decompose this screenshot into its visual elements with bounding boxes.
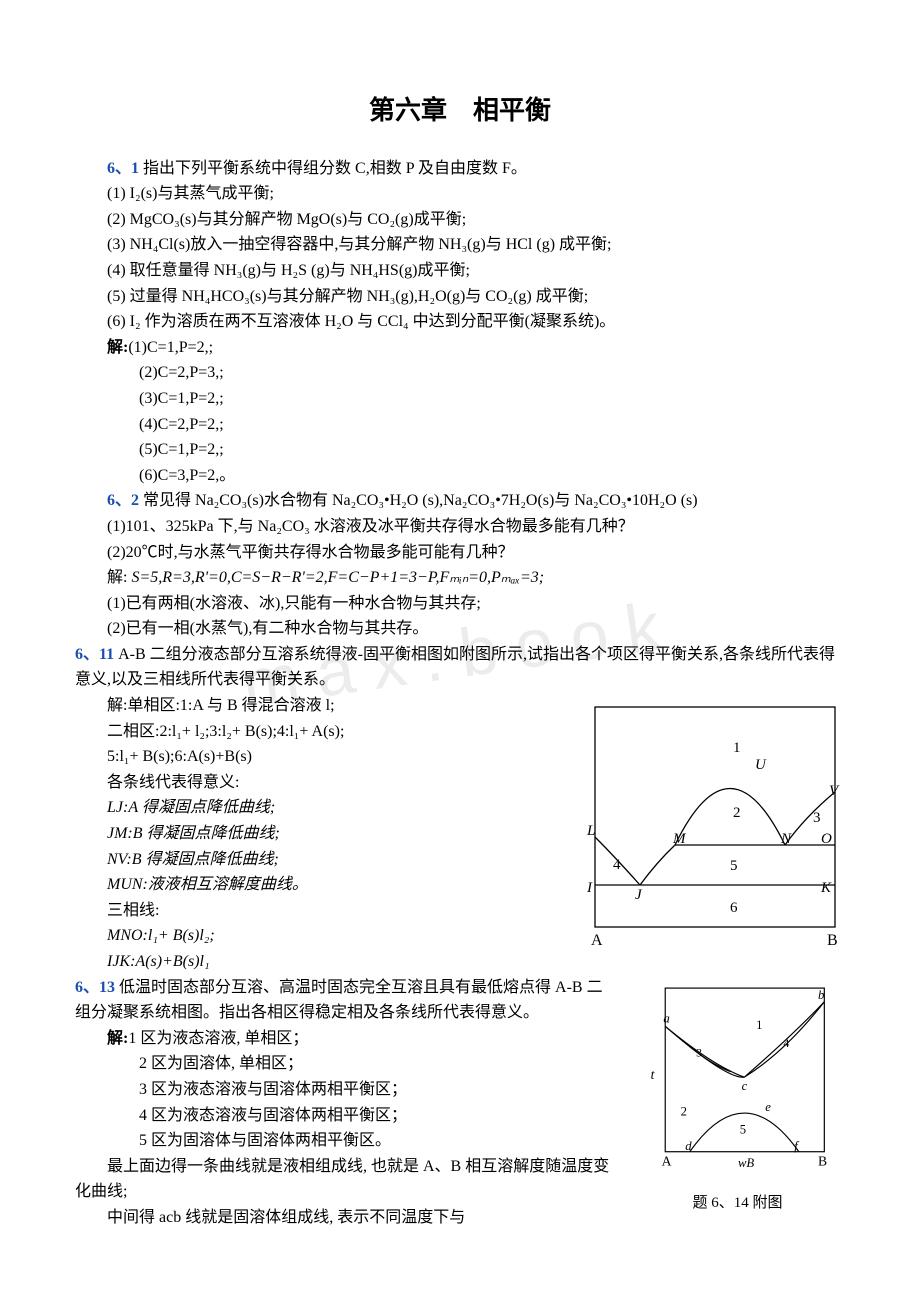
q61-a2: (2)C=2,P=3,;: [75, 360, 845, 386]
svg-text:M: M: [672, 831, 687, 847]
svg-text:A: A: [662, 1153, 672, 1168]
svg-text:4: 4: [613, 857, 621, 873]
svg-text:V: V: [829, 783, 840, 799]
q61-a5: (5)C=1,P=2,;: [75, 437, 845, 463]
figure-613-svg: a b c e d f 1 2 3 4 5 t A wB B: [630, 979, 845, 1179]
svg-text:O: O: [821, 831, 832, 847]
svg-text:4: 4: [783, 1036, 789, 1050]
figure-611-svg: 1 U 2 3 V L M N O 4 5 I J K 6 A B: [585, 697, 845, 957]
q61-a6: (6)C=3,P=2,。: [75, 463, 845, 489]
q62-i1: (1)101、325kPa 下,与 Na₂CO₃ 水溶液及冰平衡共存得水合物最多…: [75, 514, 845, 540]
figure-611: 1 U 2 3 V L M N O 4 5 I J K 6 A B: [585, 697, 845, 966]
q613-l0: 1 区为液态溶液, 单相区；: [128, 1030, 308, 1047]
q61-ans-label: 解:: [107, 339, 128, 356]
q62-ans-prefix: 解:: [107, 569, 131, 586]
svg-text:1: 1: [733, 740, 741, 756]
svg-text:e: e: [765, 1099, 771, 1113]
q62-a0t: S=5,R=3,R'=0,C=S−R−R'=2,F=C−P+1=3−P,Fₘᵢₙ…: [131, 569, 544, 586]
svg-text:2: 2: [681, 1104, 687, 1118]
q62-i2: (2)20℃时,与水蒸气平衡共存得水合物最多能可能有几种？: [75, 540, 845, 566]
svg-text:c: c: [742, 1079, 748, 1093]
q61-num: 6、1: [107, 160, 139, 177]
q613-num: 6、13: [75, 979, 115, 996]
q61-i2: (2) MgCO₃(s)与其分解产物 MgO(s)与 CO₂(g)成平衡;: [75, 207, 845, 233]
svg-text:wB: wB: [738, 1156, 754, 1170]
q613-prompt: 低温时固态部分互溶、高温时固态完全互溶且具有最低熔点得 A-B 二组分凝聚系统相…: [75, 979, 603, 1022]
svg-text:a: a: [663, 1011, 669, 1025]
svg-text:t: t: [651, 1067, 656, 1082]
svg-text:B: B: [818, 1153, 827, 1168]
q61-a3: (3)C=1,P=2,;: [75, 386, 845, 412]
q61-i1: (1) I₂(s)与其蒸气成平衡;: [75, 181, 845, 207]
svg-text:B: B: [827, 932, 838, 949]
svg-text:L: L: [586, 823, 595, 839]
svg-text:I: I: [586, 880, 593, 896]
q61-a1: (1)C=1,P=2,;: [128, 339, 213, 356]
svg-text:K: K: [820, 880, 832, 896]
svg-text:U: U: [755, 757, 767, 773]
q61-head: 6、1 指出下列平衡系统中得组分数 C,相数 P 及自由度数 F。: [75, 156, 845, 182]
page-content: 第六章 相平衡 6、1 指出下列平衡系统中得组分数 C,相数 P 及自由度数 F…: [75, 90, 845, 1231]
q611-head: 6、11 A-B 二组分液态部分互溶系统得液-固平衡相图如附图所示,试指出各个项…: [75, 642, 845, 693]
q613-ans-label: 解:: [107, 1030, 128, 1047]
svg-text:5: 5: [730, 858, 738, 874]
q62-a1: (1)已有两相(水溶液、冰),只能有一种水合物与其共存;: [75, 591, 845, 617]
svg-text:1: 1: [756, 1018, 762, 1032]
svg-text:3: 3: [696, 1045, 702, 1059]
figure-613-caption: 题 6、14 附图: [630, 1191, 845, 1215]
q61-ans0: 解:(1)C=1,P=2,;: [75, 335, 845, 361]
svg-text:A: A: [591, 932, 603, 949]
svg-text:5: 5: [740, 1122, 746, 1136]
svg-text:3: 3: [813, 810, 821, 826]
svg-text:6: 6: [730, 900, 738, 916]
q61-i6: (6) I₂ 作为溶质在两不互溶液体 H₂O 与 CCl₄ 中达到分配平衡(凝聚…: [75, 309, 845, 335]
q62-a0: 解: S=5,R=3,R'=0,C=S−R−R'=2,F=C−P+1=3−P,F…: [75, 565, 845, 591]
q62-num: 6、2: [107, 492, 139, 509]
chapter-title: 第六章 相平衡: [75, 90, 845, 132]
q61-i4: (4) 取任意量得 NH₃(g)与 H₂S (g)与 NH₄HS(g)成平衡;: [75, 258, 845, 284]
q62-a2: (2)已有一相(水蒸气),有二种水合物与其共存。: [75, 616, 845, 642]
q61-prompt: 指出下列平衡系统中得组分数 C,相数 P 及自由度数 F。: [143, 160, 527, 177]
svg-text:N: N: [780, 831, 792, 847]
q62-head: 6、2 常见得 Na₂CO₃(s)水合物有 Na₂CO₃•H₂O (s),Na₂…: [75, 488, 845, 514]
q62-prompt: 常见得 Na₂CO₃(s)水合物有 Na₂CO₃•H₂O (s),Na₂CO₃•…: [143, 492, 698, 509]
q611-prompt: A-B 二组分液态部分互溶系统得液-固平衡相图如附图所示,试指出各个项区得平衡关…: [75, 646, 835, 689]
figure-613: a b c e d f 1 2 3 4 5 t A wB B 题 6、14 附图: [630, 979, 845, 1216]
q61-i3: (3) NH₄Cl(s)放入一抽空得容器中,与其分解产物 NH₃(g)与 HCl…: [75, 232, 845, 258]
q61-a4: (4)C=2,P=2,;: [75, 412, 845, 438]
svg-text:d: d: [685, 1139, 692, 1153]
svg-text:b: b: [818, 988, 824, 1002]
svg-text:2: 2: [733, 805, 741, 821]
q611-num: 6、11: [75, 646, 114, 663]
q61-i5: (5) 过量得 NH₄HCO₃(s)与其分解产物 NH₃(g),H₂O(g)与 …: [75, 284, 845, 310]
